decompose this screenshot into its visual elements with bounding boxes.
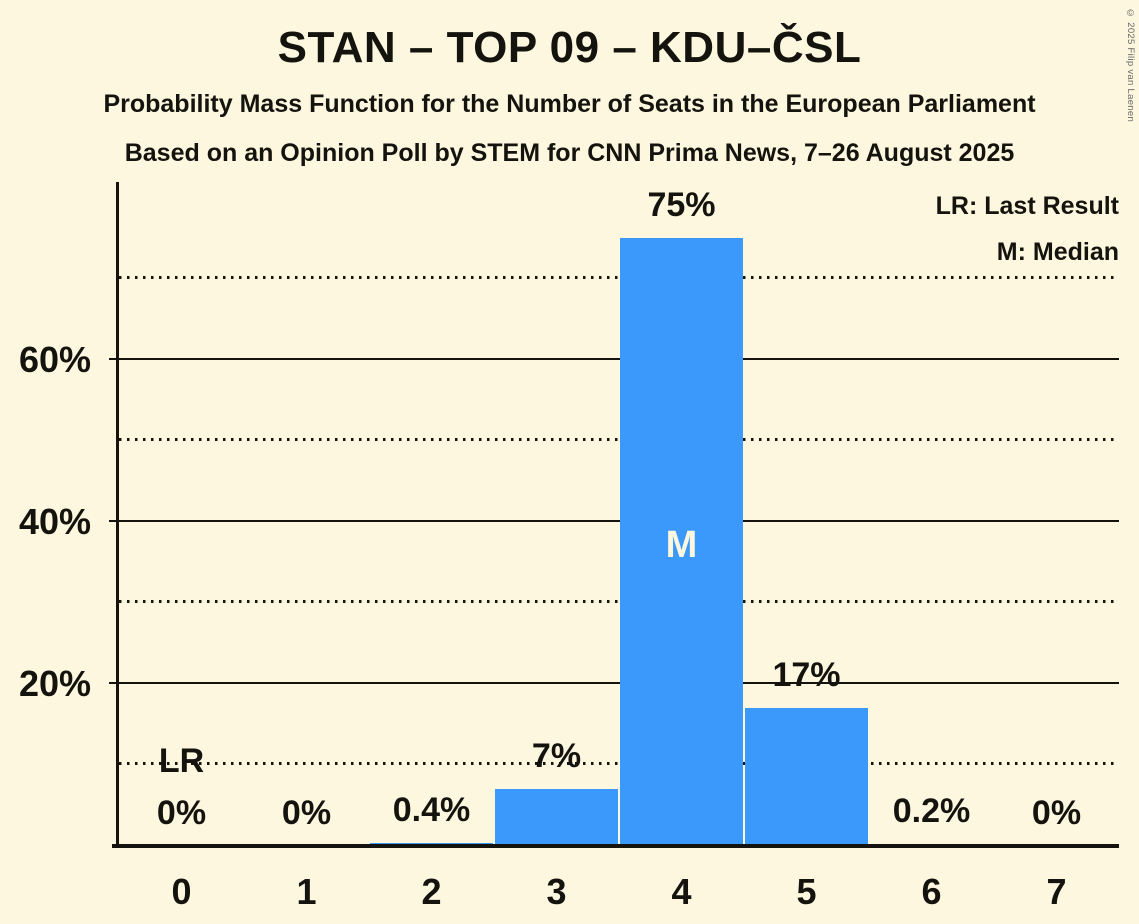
y-tick-label-20: 20%: [18, 663, 91, 704]
x-tick-label-3: 3: [546, 871, 567, 912]
legend-median: M: Median: [996, 238, 1119, 266]
gridline-dotted-10: [119, 762, 1119, 765]
bar-label-4: 75%: [647, 186, 716, 224]
y-tick-label-40: 40%: [18, 501, 91, 542]
gridline-dotted-30: [119, 600, 1119, 603]
x-tick-label-7: 7: [1046, 871, 1067, 912]
x-axis-line: [112, 844, 1119, 848]
legend: LR: Last Result M: Median: [936, 183, 1119, 275]
legend-last-result: LR: Last Result: [935, 192, 1119, 220]
chart-subtitle: Probability Mass Function for the Number…: [103, 90, 1036, 118]
bar-label-1: 0%: [281, 794, 332, 832]
x-tick-label-6: 6: [921, 871, 942, 912]
gridline-solid-60: [109, 357, 1119, 360]
last-result-label: LR: [158, 742, 205, 780]
chart-source-line: Based on an Opinion Poll by STEM for CNN…: [124, 139, 1015, 167]
y-tick-label-60: 60%: [18, 339, 91, 380]
chart-title: STAN – TOP 09 – KDU–ČSL: [277, 23, 862, 72]
y-axis-line: [116, 182, 119, 848]
gridline-dotted-70: [119, 276, 1119, 279]
x-tick-label-1: 1: [296, 871, 317, 912]
bar-label-2: 0.4%: [392, 791, 471, 829]
gridline-solid-40: [109, 519, 1119, 522]
bar-seat-3: [495, 789, 618, 846]
bar-seat-5: [745, 708, 868, 846]
x-tick-label-0: 0: [171, 871, 192, 912]
plot-area: 20% 40% 60% 0% 0 0% 1 0.4% 2 7% 3 75% 4 17% 5 0.2% 6 0% 7 L…: [19, 182, 1119, 910]
bar-label-0: 0%: [156, 794, 207, 832]
bar-label-6: 0.2%: [892, 792, 971, 830]
x-tick-label-5: 5: [796, 871, 817, 912]
x-tick-label-2: 2: [421, 871, 442, 912]
gridline-solid-20: [109, 681, 1119, 684]
copyright-notice: © 2025 Filip van Laenen: [1125, 8, 1136, 123]
bar-seat-4: [620, 238, 743, 846]
bar-label-3: 7%: [531, 737, 582, 775]
bar-label-5: 17%: [772, 656, 841, 694]
gridline-dotted-50: [119, 438, 1119, 441]
bar-label-7: 0%: [1031, 794, 1082, 832]
x-tick-label-4: 4: [671, 871, 692, 912]
median-label: M: [665, 524, 698, 566]
